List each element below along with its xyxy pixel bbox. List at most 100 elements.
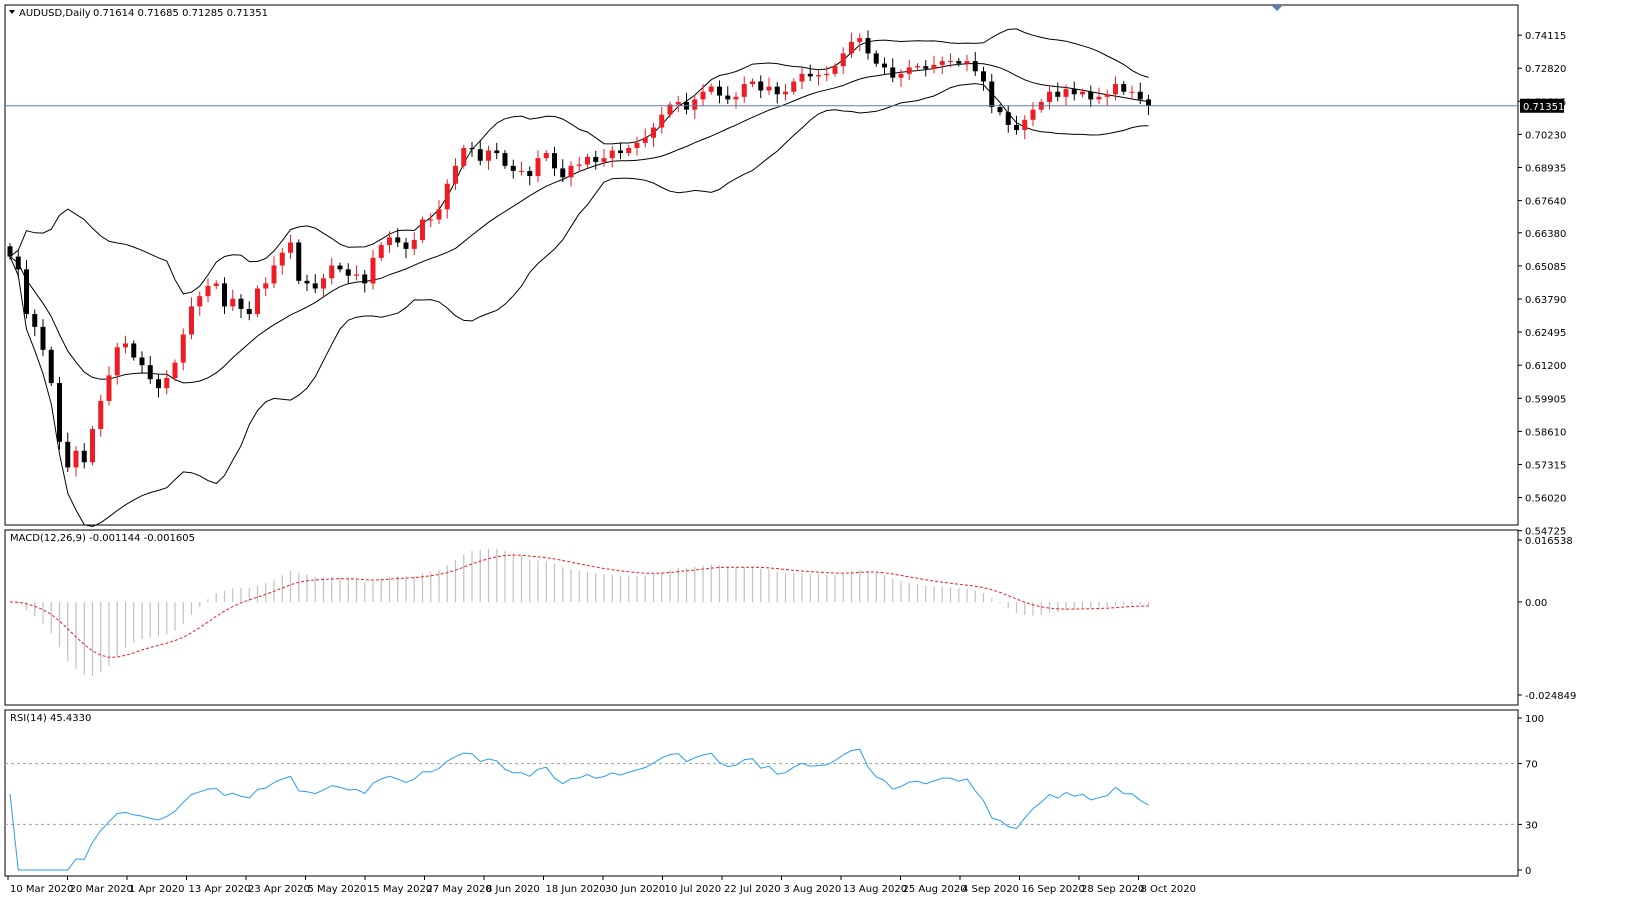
candle-body [147, 365, 153, 380]
candle-body [354, 274, 359, 276]
candle-body [1113, 84, 1118, 95]
candle-body [733, 96, 739, 100]
candle-body [519, 170, 524, 172]
time-tick-label: 10 Mar 2020 [10, 884, 73, 895]
time-tick-label: 13 Aug 2020 [843, 884, 907, 895]
candle-body [964, 61, 970, 64]
price-panel-frame [4, 4, 1519, 526]
time-tick-label: 8 Jun 2020 [486, 884, 540, 895]
candle-body [1121, 84, 1127, 92]
candle-body [197, 296, 203, 307]
candle-body [634, 142, 640, 148]
rsi-indicator [5, 748, 1518, 871]
candle-body [420, 219, 425, 240]
candle-body [642, 137, 648, 143]
candle-body [98, 400, 104, 430]
candle-body [609, 150, 615, 159]
candle-body [370, 257, 376, 284]
rsi-tick-label: 100 [1525, 714, 1544, 725]
candle-body [659, 114, 665, 128]
candle-body [799, 73, 805, 82]
candle-body [618, 150, 623, 154]
candle-body [1063, 89, 1069, 97]
candle-body [807, 73, 813, 77]
candle-body [189, 306, 194, 335]
candle-body [956, 61, 962, 64]
time-tick-label: 16 Sep 2020 [1022, 884, 1085, 895]
rsi-title: RSI(14) 45.4330 [10, 713, 91, 724]
candle-body [238, 298, 244, 309]
candle-body [552, 153, 557, 169]
candle-body [601, 158, 607, 163]
time-tick-label: 22 Jul 2020 [724, 884, 781, 895]
candle-body [321, 278, 326, 289]
current-price-line: 0.71351 [5, 98, 1564, 113]
candle-body [172, 362, 178, 378]
price-tick-label: 0.63790 [1525, 295, 1566, 306]
chart-shift-marker-icon[interactable] [1271, 5, 1283, 11]
candle-body [972, 61, 978, 72]
candle-body [164, 377, 170, 389]
candle-body [1129, 91, 1135, 93]
time-tick-label: 13 Apr 2020 [189, 884, 251, 895]
candle-body [1014, 124, 1019, 131]
time-tick-label: 20 Mar 2020 [70, 884, 133, 895]
candle-body [246, 308, 252, 315]
candle-body [1137, 91, 1143, 100]
candle-body [576, 164, 582, 166]
candle-body [948, 61, 953, 63]
candle-body [527, 170, 533, 177]
candle-body [139, 357, 145, 366]
candle-body [568, 165, 574, 178]
price-tick-label: 0.68935 [1525, 164, 1566, 175]
candle-body [873, 53, 879, 64]
candle-body [510, 165, 516, 171]
time-tick-label: 4 Sep 2020 [962, 884, 1019, 895]
candle-body [24, 269, 29, 315]
candle-body [758, 81, 764, 91]
macd-tick-label: 0.00 [1525, 598, 1547, 609]
candle-body [453, 165, 458, 184]
candle-body [725, 95, 731, 100]
candle-body [114, 347, 120, 376]
candle-body [931, 64, 937, 69]
candle-body [477, 149, 483, 161]
symbol-title: AUDUSD,Daily [19, 8, 91, 19]
candle-body [205, 285, 211, 297]
candle-body [741, 84, 747, 97]
candle-body [213, 283, 219, 286]
time-tick-label: 23 Apr 2020 [248, 884, 310, 895]
candle-body [1096, 96, 1102, 100]
candle-body [57, 383, 62, 442]
candle-body [816, 75, 821, 77]
candle-body [337, 265, 343, 270]
collapse-triangle-icon[interactable] [9, 10, 15, 14]
candle-body [123, 343, 128, 348]
candle-body [81, 450, 87, 463]
candle-body [667, 104, 673, 115]
candle-body [329, 265, 335, 279]
candle-body [469, 147, 475, 150]
candle-body [436, 209, 442, 220]
candle-body [675, 101, 681, 105]
candle-body [791, 81, 797, 92]
candle-body [230, 298, 236, 307]
rsi-tick-label: 70 [1525, 760, 1538, 771]
candle-body [865, 38, 871, 54]
candle-body [40, 326, 46, 350]
candle-body [1055, 91, 1061, 97]
current-price-label: 0.71351 [1523, 102, 1564, 113]
macd-tick-label: -0.024849 [1525, 691, 1576, 702]
time-tick-label: 15 May 2020 [367, 884, 432, 895]
candle-body [1104, 94, 1110, 97]
candle-body [106, 375, 112, 401]
candle-body [626, 147, 632, 154]
time-tick-label: 8 Oct 2020 [1141, 884, 1196, 895]
candle-body [1146, 99, 1151, 106]
macd-title: MACD(12,26,9) -0.001144 -0.001605 [10, 533, 195, 544]
candle-body [1088, 91, 1094, 100]
candle-body [180, 334, 186, 363]
time-tick-label: 27 May 2020 [427, 884, 492, 895]
candle-body [271, 265, 277, 284]
